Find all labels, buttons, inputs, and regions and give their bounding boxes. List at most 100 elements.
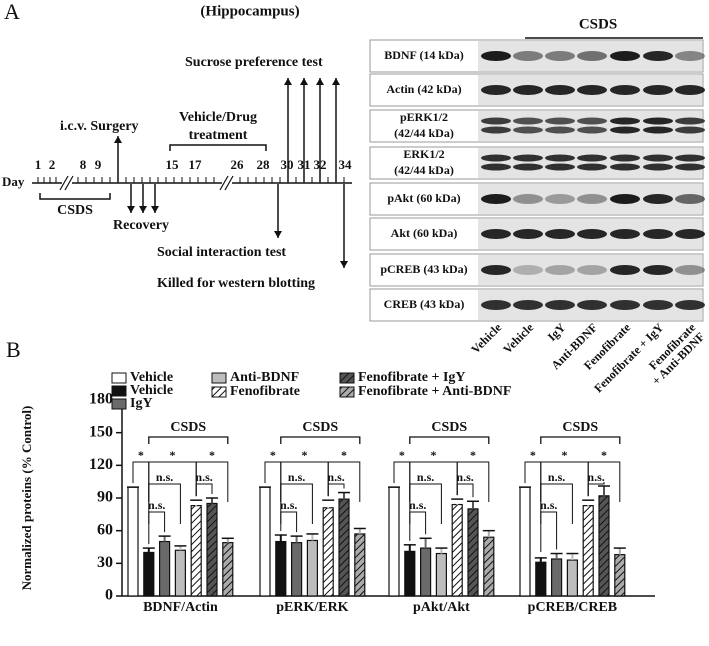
significance-bracket bbox=[327, 483, 345, 497]
significance-label: * bbox=[601, 448, 607, 462]
arrow-head bbox=[284, 78, 292, 85]
blot-row-label-line: pCREB (43 kDa) bbox=[380, 262, 467, 276]
error-bar bbox=[467, 500, 479, 509]
blot-band bbox=[675, 163, 705, 171]
significance-bracket bbox=[195, 461, 229, 502]
bar-hatch bbox=[468, 508, 478, 596]
x-tick-label: pCREB/CREB bbox=[528, 600, 617, 615]
significance-bracket bbox=[148, 511, 166, 545]
blot-band bbox=[577, 85, 607, 95]
legend-label: Vehicle bbox=[130, 370, 173, 385]
blot-band bbox=[577, 194, 607, 204]
blot-band bbox=[675, 85, 705, 95]
blot-row-label: Akt (60 kDa) bbox=[391, 226, 458, 240]
blot-band bbox=[643, 265, 673, 275]
blot-band bbox=[577, 300, 607, 310]
csds-bracket bbox=[148, 436, 229, 444]
day-label: 8 bbox=[80, 157, 87, 172]
blot-frame bbox=[369, 146, 704, 180]
bar-hatch bbox=[339, 499, 349, 596]
bar-hatch bbox=[583, 505, 594, 596]
blot-row-label-line: BDNF (14 kDa) bbox=[384, 48, 464, 62]
blot-band bbox=[675, 229, 705, 239]
y-tick-label: 0 bbox=[105, 587, 113, 604]
blot-band bbox=[481, 51, 511, 61]
axis-break bbox=[224, 175, 234, 191]
bar bbox=[420, 547, 432, 597]
blot-band bbox=[481, 229, 511, 239]
blot-band bbox=[610, 194, 640, 204]
blot-band bbox=[643, 85, 673, 95]
legend-label: Anti-BDNF bbox=[230, 370, 299, 385]
blot-row-label-line: (42/44 kDa) bbox=[394, 126, 454, 140]
significance-bracket bbox=[587, 461, 621, 502]
timeline-label-line: treatment bbox=[189, 128, 248, 143]
blot-band bbox=[643, 300, 673, 310]
blot-band bbox=[481, 117, 511, 125]
bar bbox=[275, 540, 287, 597]
blot-band bbox=[610, 85, 640, 95]
blot-band bbox=[513, 265, 543, 275]
lane-label: IgY bbox=[544, 320, 568, 344]
significance-bracket bbox=[456, 461, 490, 502]
y-tick-label: 120 bbox=[89, 456, 113, 473]
significance-label: * bbox=[270, 448, 276, 462]
y-tick-label: 30 bbox=[97, 554, 113, 571]
blot-band bbox=[545, 154, 575, 162]
significance-label: n.s. bbox=[540, 498, 557, 512]
error-bar bbox=[290, 535, 303, 543]
bar bbox=[306, 539, 318, 597]
blot-band bbox=[643, 229, 673, 239]
day-label: 2 bbox=[49, 157, 56, 172]
significance-label: n.s. bbox=[327, 470, 344, 484]
legend-swatch bbox=[111, 398, 127, 410]
blot-band bbox=[675, 194, 705, 204]
blot-band bbox=[513, 229, 543, 239]
blot-band bbox=[643, 163, 673, 171]
bar-hatch bbox=[452, 504, 463, 596]
timeline-label-line: Vehicle/Drug bbox=[179, 110, 257, 125]
bar bbox=[388, 486, 400, 597]
bar-hatch bbox=[354, 533, 365, 596]
bar-hatch bbox=[207, 503, 217, 596]
blot-band bbox=[545, 194, 575, 204]
bar-hatch bbox=[599, 495, 609, 596]
blot-band bbox=[577, 163, 607, 171]
axis-label: Day bbox=[2, 174, 25, 189]
timeline-label: Vehicle/Drug treatment bbox=[179, 110, 257, 143]
blot-band bbox=[610, 117, 640, 125]
error-bar bbox=[306, 533, 319, 541]
error-bar bbox=[353, 527, 366, 534]
bracket-label: CSDS bbox=[302, 420, 338, 435]
error-bar bbox=[221, 537, 234, 543]
bar bbox=[566, 559, 579, 597]
error-bar bbox=[158, 535, 171, 542]
blot-band bbox=[610, 163, 640, 171]
significance-label: * bbox=[399, 448, 405, 462]
error-bar bbox=[206, 497, 218, 504]
error-bar bbox=[435, 547, 448, 554]
bar bbox=[291, 542, 303, 597]
bar bbox=[127, 486, 139, 597]
blot-band bbox=[481, 154, 511, 162]
blot-row-label: pERK1/2 (42/44 kDa) bbox=[394, 110, 454, 140]
legend-swatch-hatch bbox=[340, 373, 354, 383]
significance-label: n.s. bbox=[148, 498, 165, 512]
axis-break bbox=[59, 175, 69, 191]
y-tick-label: 150 bbox=[89, 423, 113, 440]
blot-band bbox=[675, 300, 705, 310]
arrow-head bbox=[340, 261, 348, 268]
error-bar bbox=[566, 552, 579, 561]
blot-band bbox=[675, 154, 705, 162]
error-bar bbox=[338, 491, 350, 500]
blot-row-label: ERK1/2 (42/44 kDa) bbox=[394, 147, 454, 177]
bar bbox=[159, 540, 171, 597]
blot-band bbox=[643, 126, 673, 134]
blot-band bbox=[610, 154, 640, 162]
blot-row-label-line: Actin (42 kDa) bbox=[386, 82, 461, 96]
blot-band bbox=[481, 126, 511, 134]
significance-label: * bbox=[302, 448, 308, 462]
significance-label: * bbox=[209, 448, 215, 462]
y-tick-label: 60 bbox=[97, 521, 113, 538]
error-bar bbox=[550, 552, 563, 559]
